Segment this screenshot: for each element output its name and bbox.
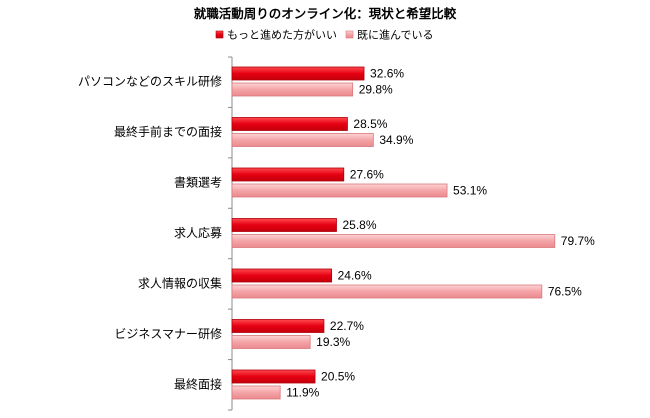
data-label-series-1: 25.8% [342, 218, 376, 232]
bar-series-2 [231, 133, 374, 147]
plot-area: パソコンなどのスキル研修 32.6% 29.8% 最終手前までの面接 28.5% 34.9… [78, 56, 595, 411]
data-label-series-1: 20.5% [321, 370, 355, 384]
bar-series-1 [231, 218, 337, 232]
bar-series-1 [231, 369, 316, 384]
legend-item-series-1[interactable]: もっと進めた方がいい [215, 28, 337, 42]
bar-series-2 [231, 82, 354, 97]
category-label: 最終手前までの面接 [114, 124, 222, 139]
data-label-series-1: 24.6% [338, 269, 372, 283]
bar-series-2 [231, 284, 543, 299]
bar-series-1 [231, 268, 333, 283]
category-label: 書類選考 [174, 176, 222, 190]
legend-label-series-2: 既に進んでいる [357, 29, 433, 42]
bar-series-2 [231, 335, 311, 349]
bar-series-1 [231, 66, 365, 81]
category-label: 求人情報の収集 [138, 276, 222, 291]
bar-series-2 [231, 183, 448, 198]
data-label-series-2: 79.7% [561, 234, 595, 248]
data-label-series-2: 19.3% [316, 335, 350, 349]
legend-swatch-series-2 [345, 30, 354, 39]
data-label-series-2: 53.1% [453, 184, 487, 198]
bar-series-2 [231, 385, 281, 400]
bar-series-1 [231, 117, 348, 131]
legend-label-series-1: もっと進めた方がいい [227, 28, 337, 42]
data-label-series-2: 11.9% [286, 386, 319, 400]
legend-swatch-series-1 [215, 30, 224, 39]
bar-series-1 [231, 319, 325, 333]
data-label-series-1: 32.6% [370, 67, 404, 81]
data-label-series-1: 27.6% [350, 168, 384, 182]
chart-title: 就職活動周りのオンライン化：現状と希望比較 [194, 6, 457, 21]
data-label-series-2: 29.8% [359, 83, 393, 97]
legend-item-series-2[interactable]: 既に進んでいる [345, 29, 433, 42]
bar-series-1 [231, 167, 345, 182]
data-label-series-2: 34.9% [379, 133, 413, 147]
category-label: パソコンなどのスキル研修 [78, 74, 222, 89]
data-label-series-1: 28.5% [353, 117, 387, 131]
data-label-series-1: 22.7% [330, 319, 364, 333]
category-label: 求人応募 [174, 226, 222, 240]
data-label-series-2: 76.5% [548, 285, 582, 299]
legend: もっと進めた方がいい 既に進んでいる [215, 28, 433, 42]
category-label: 最終面接 [174, 377, 222, 392]
category-label: ビジネスマナー研修 [114, 326, 222, 341]
bar-series-2 [231, 234, 556, 248]
